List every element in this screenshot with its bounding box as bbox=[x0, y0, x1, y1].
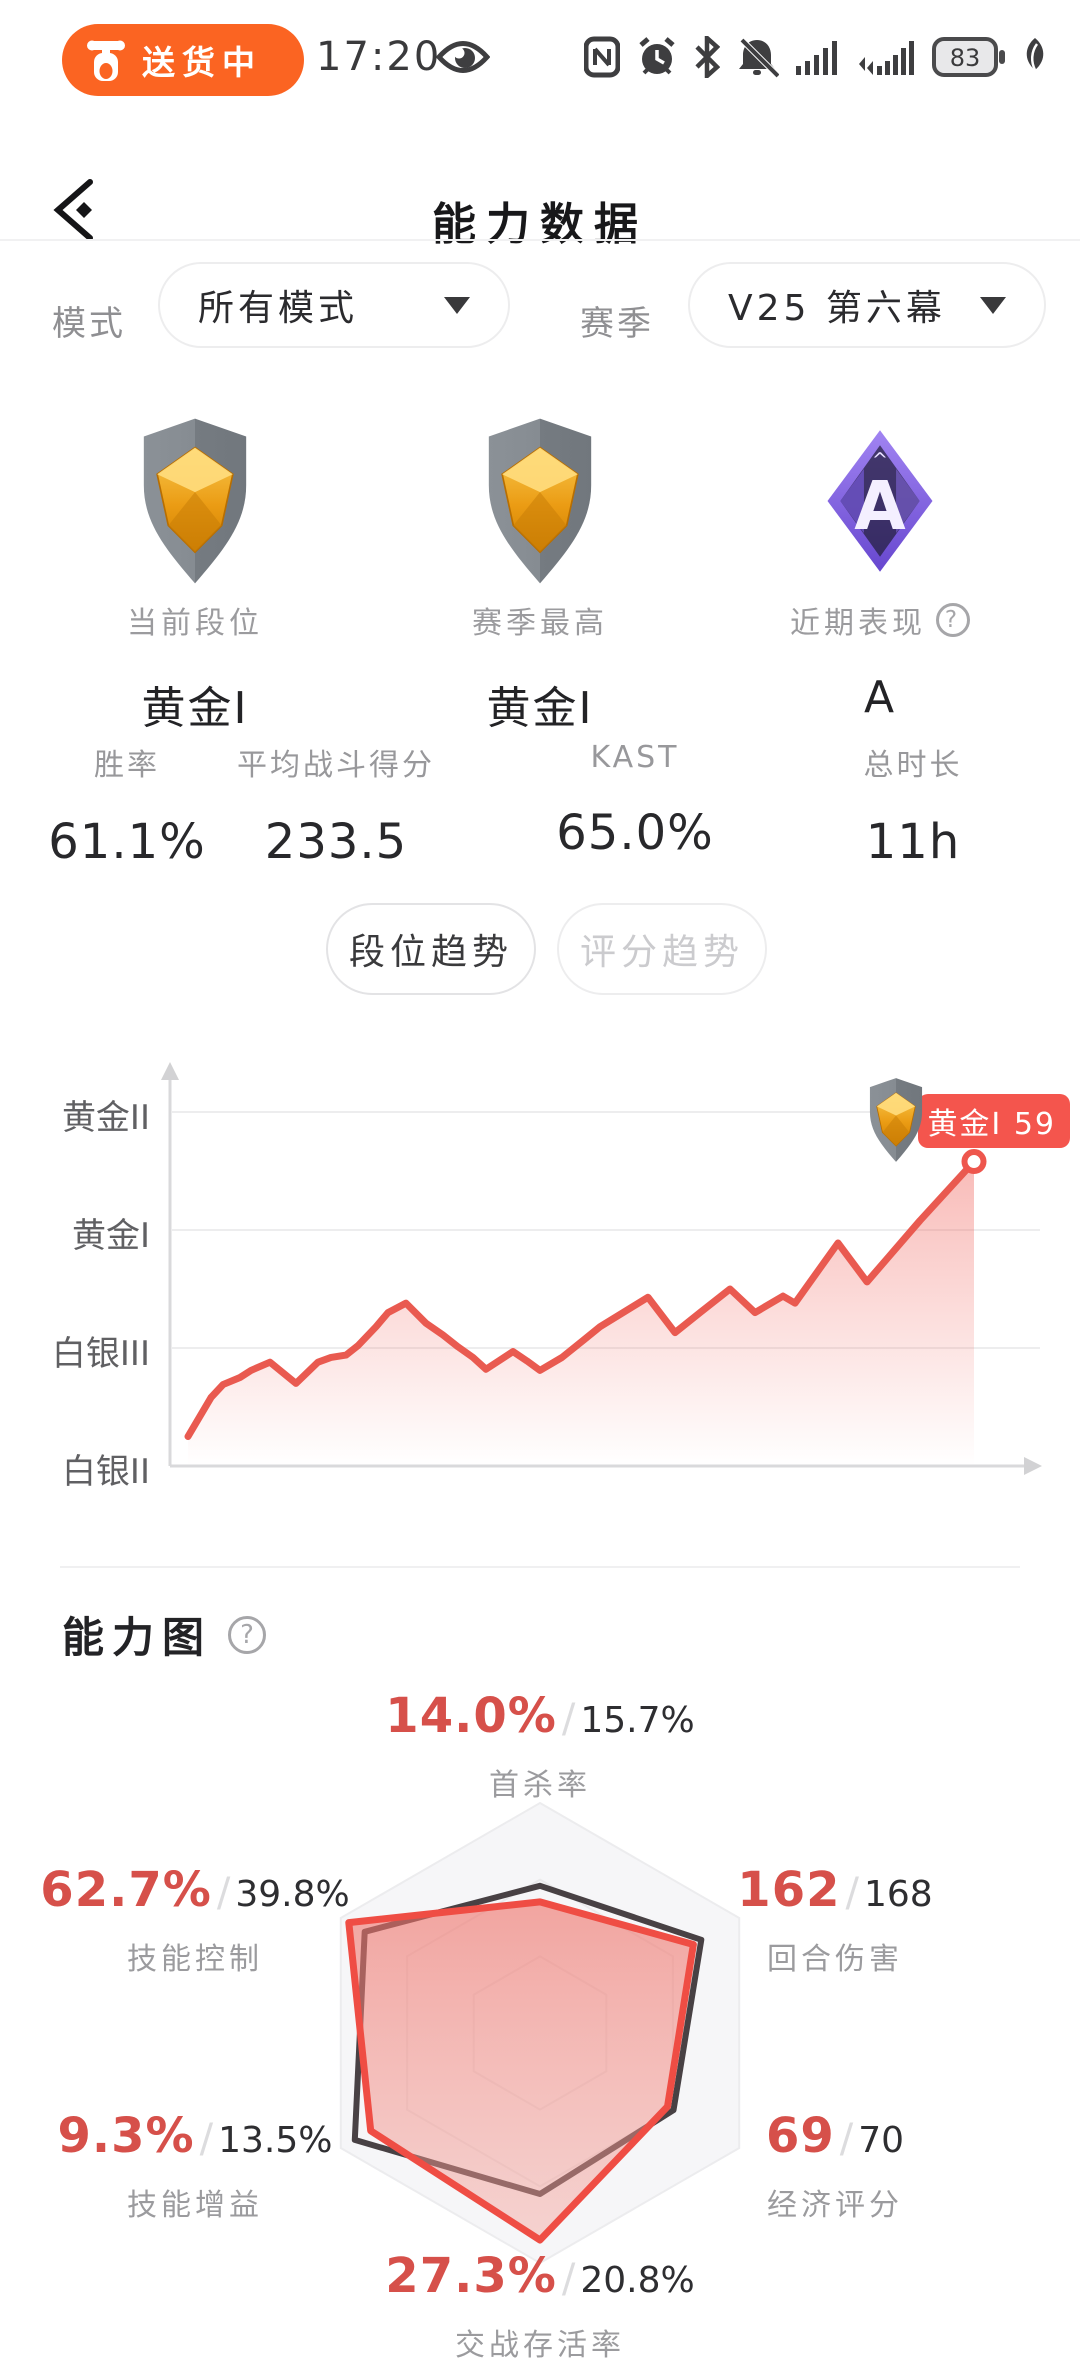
y-tick-silver2: 白银II bbox=[61, 1452, 150, 1492]
delivery-status-pill[interactable]: 送货中 bbox=[62, 24, 304, 96]
mobile-signal-icon bbox=[859, 41, 914, 75]
mode-filter-value: 所有模式 bbox=[198, 288, 359, 329]
grade-a-icon: ^ A bbox=[827, 430, 933, 572]
tab-rating-trend-label: 评分趋势 bbox=[579, 932, 744, 973]
current-rank-card: 当前段位 黄金I bbox=[55, 412, 335, 736]
rank-shield-icon-small bbox=[869, 1077, 923, 1163]
radar-axis-skill-gain: 9.3%/13.5% 技能增益 bbox=[57, 2108, 333, 2223]
current-rank-badge-label: 黄金I 59 bbox=[927, 1107, 1056, 1142]
chevron-down-icon bbox=[980, 296, 1006, 314]
current-rank-badge: 黄金I 59 bbox=[918, 1094, 1070, 1148]
current-rank-label: 当前段位 bbox=[127, 606, 263, 641]
section-divider bbox=[60, 1566, 1020, 1568]
rank-shield-icon bbox=[487, 417, 593, 585]
season-filter-dropdown[interactable]: V25 第六幕 bbox=[688, 262, 1046, 348]
ability-radar-chart bbox=[339, 1801, 741, 2265]
delivery-status-label: 送货中 bbox=[142, 43, 262, 82]
current-rank-value: 黄金I bbox=[141, 683, 249, 734]
page-title: 能力数据 bbox=[432, 199, 648, 250]
season-filter-label: 赛季 bbox=[580, 304, 654, 344]
y-tick-silver3: 白银III bbox=[51, 1334, 150, 1374]
season-best-label: 赛季最高 bbox=[472, 606, 608, 641]
radar-axis-first-kill: 14.0%/15.7% 首杀率 bbox=[385, 1688, 695, 1803]
status-time: 17:20 bbox=[316, 34, 442, 80]
stat-avg-combat-score: 平均战斗得分 233.5 bbox=[237, 748, 435, 870]
header-divider bbox=[0, 239, 1080, 241]
season-best-value: 黄金I bbox=[486, 683, 594, 734]
stat-total-time: 总时长 11h bbox=[863, 748, 963, 870]
recent-performance-label: 近期表现 ? bbox=[740, 598, 1020, 642]
tab-rating-trend[interactable]: 评分趋势 bbox=[557, 903, 767, 995]
y-tick-gold2: 黄金II bbox=[61, 1098, 150, 1138]
svg-text:^: ^ bbox=[872, 449, 888, 472]
recent-performance-card: ^ A 近期表现 ? A bbox=[740, 412, 1020, 723]
battery-icon: 83 bbox=[932, 37, 1005, 77]
rank-shield-icon bbox=[142, 417, 248, 585]
mute-bell-icon bbox=[737, 36, 779, 78]
scooter-icon bbox=[87, 40, 125, 81]
stat-winrate: 胜率 61.1% bbox=[48, 748, 206, 870]
svg-text:83: 83 bbox=[950, 44, 981, 72]
nfc-icon bbox=[584, 36, 620, 78]
y-tick-gold1: 黄金I bbox=[71, 1216, 150, 1256]
tab-rank-trend[interactable]: 段位趋势 bbox=[326, 903, 536, 995]
recent-performance-value: A bbox=[863, 672, 897, 723]
status-icons: 83 bbox=[584, 24, 1049, 90]
ability-section-title: 能力图 bbox=[62, 1613, 213, 1662]
bluetooth-icon bbox=[695, 36, 720, 78]
mode-filter-dropdown[interactable]: 所有模式 bbox=[158, 262, 510, 348]
svg-text:A: A bbox=[854, 467, 906, 545]
help-icon[interactable]: ? bbox=[936, 603, 970, 637]
ability-section-header: 能力图 ? bbox=[62, 1604, 267, 1665]
chevron-down-icon bbox=[444, 296, 470, 314]
rank-trend-chart bbox=[161, 1062, 1042, 1475]
help-icon[interactable]: ? bbox=[228, 1615, 267, 1654]
radar-axis-economy: 69/70 经济评分 bbox=[765, 2108, 905, 2223]
mode-filter-label: 模式 bbox=[52, 304, 126, 344]
tab-rank-trend-label: 段位趋势 bbox=[348, 932, 513, 973]
radar-axis-round-damage: 162/168 回合伤害 bbox=[737, 1862, 933, 1977]
eye-icon bbox=[436, 41, 490, 73]
power-save-icon bbox=[1026, 38, 1044, 71]
radar-axis-skill-control: 62.7%/39.8% 技能控制 bbox=[40, 1862, 350, 1977]
radar-axis-survival: 27.3%/20.8% 交战存活率 bbox=[385, 2248, 695, 2363]
back-button[interactable] bbox=[46, 178, 104, 242]
stat-kast: KAST 65.0% bbox=[556, 740, 714, 861]
back-chevron-icon bbox=[53, 179, 93, 241]
season-filter-value: V25 第六幕 bbox=[728, 288, 946, 329]
alarm-icon bbox=[639, 37, 675, 75]
season-best-card: 赛季最高 黄金I bbox=[400, 412, 680, 736]
signal-icon bbox=[796, 41, 837, 75]
